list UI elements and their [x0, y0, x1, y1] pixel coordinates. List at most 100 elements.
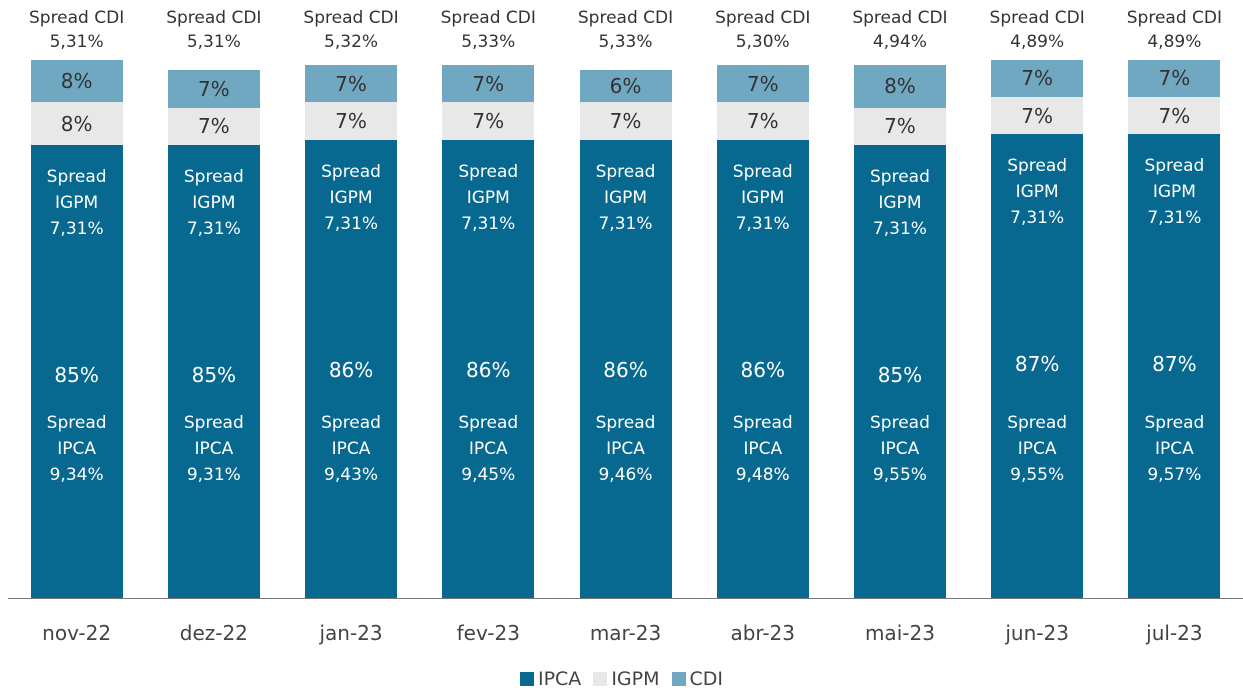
annotation-name: Spread IPCA [321, 413, 381, 459]
legend-item: IGPM [593, 668, 660, 690]
annotation: Spread IPCA 9,55% [1002, 410, 1072, 488]
bar-segment [305, 65, 398, 103]
annotation-label: 7,31% [1147, 208, 1202, 229]
bar-segment [853, 65, 946, 108]
x-axis-line [8, 598, 1243, 599]
annotation-name: Spread IGPM [321, 161, 381, 208]
annotation: Spread IGPM 7,31% [316, 159, 386, 237]
annotation: Spread IGPM 7,31% [728, 159, 798, 237]
bar-segment [991, 96, 1084, 135]
annotation-name: Spread CDI [28, 8, 125, 28]
annotation-name: Spread CDI [440, 8, 536, 28]
legend: IPCA IGPM CDI [0, 668, 1243, 690]
annotation-label: 9,43% [324, 465, 379, 485]
annotation-label: 7,31% [872, 218, 927, 239]
bar-segment [1128, 134, 1221, 598]
annotation-name: Spread IPCA [1007, 413, 1068, 459]
annotation-label: 5,33% [461, 32, 516, 52]
bar-segment [442, 102, 535, 140]
data-label: 7% [609, 108, 642, 133]
data-label: 8% [884, 74, 916, 99]
bar-segment [716, 65, 809, 103]
annotation-name: Spread CDI [1126, 8, 1222, 28]
bar-segment [853, 107, 946, 145]
annotation-name: Spread IPCA [183, 413, 244, 459]
annotation: Spread CDI 4,94% [835, 6, 965, 54]
legend-item: IPCA [519, 668, 582, 690]
annotation-label: 9,45% [461, 465, 516, 485]
data-label: 85% [191, 362, 237, 387]
annotation: Spread CDI 5,31% [149, 6, 279, 54]
annotation-name: Spread IPCA [1144, 413, 1205, 459]
bar-segment [579, 102, 672, 140]
legend-swatch [593, 672, 608, 686]
data-label: 86% [603, 357, 648, 382]
annotation: Spread IGPM 7,31% [1002, 153, 1072, 231]
annotation: Spread CDI 4,89% [1109, 6, 1239, 54]
data-label: 86% [466, 357, 511, 382]
bar-segment [1128, 59, 1221, 97]
annotation: Spread IGPM 7,31% [865, 164, 935, 242]
annotation-label: 9,48% [735, 465, 790, 485]
annotation: Spread IGPM 7,31% [179, 164, 249, 242]
annotation-label: 7,31% [598, 213, 653, 234]
data-label: 85% [877, 362, 923, 387]
data-label: 7% [746, 108, 779, 133]
data-label: 7% [335, 71, 367, 96]
annotation-name: Spread CDI [303, 8, 399, 28]
annotation-name: Spread CDI [852, 8, 948, 28]
annotation-label: 5,33% [598, 32, 653, 52]
annotation: Spread IPCA 9,34% [42, 410, 112, 488]
annotation-label: 9,31% [186, 465, 241, 485]
annotation-name: Spread CDI [715, 8, 811, 28]
data-label: 7% [1158, 66, 1191, 91]
annotation: Spread IGPM 7,31% [453, 159, 523, 237]
x-tick-label: mar-23 [589, 621, 662, 645]
annotation: Spread CDI 5,31% [12, 6, 142, 54]
annotation-label: 7,31% [735, 213, 790, 234]
bar-segment [579, 139, 672, 598]
annotation-name: Spread IPCA [46, 413, 107, 459]
data-label: 7% [884, 114, 916, 139]
annotation: Spread CDI 5,33% [561, 6, 691, 54]
annotation-label: 7,31% [461, 213, 516, 234]
data-label: 6% [609, 74, 642, 99]
x-tick-label: jun-23 [1005, 621, 1069, 645]
annotation-label: 5,31% [49, 32, 104, 52]
annotation-name: Spread CDI [577, 8, 674, 28]
annotation: Spread IGPM 7,31% [1139, 153, 1209, 231]
annotation-label: 9,46% [598, 465, 653, 485]
annotation: Spread CDI 4,89% [972, 6, 1102, 54]
annotation: Spread IPCA 9,57% [1139, 410, 1209, 488]
bar-segment [30, 59, 123, 103]
x-tick-label: abr-23 [730, 621, 795, 645]
bar-segment [853, 144, 946, 598]
data-label: 7% [472, 71, 505, 96]
data-label: 86% [740, 357, 785, 382]
annotation: Spread CDI 5,32% [286, 6, 416, 54]
bar-segment [30, 102, 123, 145]
legend-label: IPCA [537, 668, 582, 690]
annotation-name: Spread IGPM [46, 166, 107, 213]
annotation-label: 4,94% [872, 32, 927, 52]
annotation: Spread IPCA 9,45% [453, 410, 523, 488]
data-label: 87% [1014, 352, 1060, 377]
bar-segment [716, 139, 809, 598]
legend-swatch [671, 672, 686, 686]
annotation-label: 5,32% [324, 32, 379, 52]
bar-segment [305, 102, 398, 140]
annotation-name: Spread CDI [166, 8, 262, 28]
data-label: 7% [335, 108, 367, 133]
annotation: Spread IGPM 7,31% [42, 164, 112, 242]
annotation-name: Spread IPCA [732, 413, 793, 459]
annotation-label: 5,30% [735, 32, 790, 52]
annotation: Spread CDI 5,30% [698, 6, 828, 54]
bar-segment [167, 107, 260, 145]
annotation-label: 5,31% [186, 32, 241, 52]
x-tick-label: fev-23 [456, 621, 520, 645]
annotation: Spread IPCA 9,48% [728, 410, 798, 488]
annotation-name: Spread IPCA [870, 413, 930, 459]
legend-item: CDI [671, 668, 723, 690]
annotation: Spread IGPM 7,31% [591, 159, 661, 237]
data-label: 7% [197, 76, 230, 101]
